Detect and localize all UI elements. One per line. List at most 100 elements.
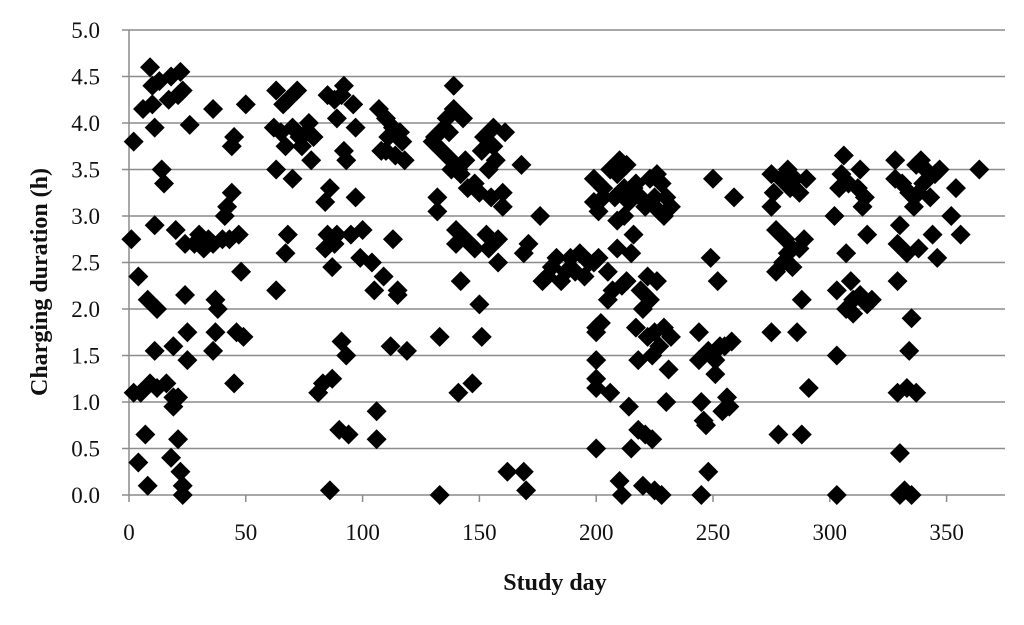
data-point <box>497 461 518 482</box>
data-point <box>266 80 287 101</box>
data-point <box>889 443 910 464</box>
data-point <box>511 154 532 175</box>
data-point <box>854 187 875 208</box>
data-point <box>691 392 712 412</box>
data-point <box>154 173 175 194</box>
data-point <box>147 299 168 319</box>
data-point <box>469 294 490 315</box>
data-point <box>530 206 551 226</box>
data-point <box>600 382 621 403</box>
data-point <box>719 396 740 417</box>
data-point <box>833 145 854 166</box>
data-point <box>345 187 366 208</box>
data-point <box>761 196 782 217</box>
data-point <box>322 368 343 389</box>
x-tick-label: 50 <box>234 520 257 545</box>
data-point <box>597 261 618 282</box>
data-point <box>658 359 679 380</box>
data-point <box>649 336 670 357</box>
data-point <box>639 289 660 310</box>
data-point <box>920 187 941 208</box>
data-point <box>945 178 966 199</box>
x-tick-label: 300 <box>813 520 848 545</box>
data-point <box>168 387 189 408</box>
data-point <box>336 150 357 171</box>
data-point <box>518 233 539 254</box>
data-point <box>382 229 403 250</box>
data-point <box>724 187 745 208</box>
data-point <box>906 382 927 403</box>
data-point <box>322 257 343 278</box>
data-point <box>303 126 324 147</box>
y-tick-label: 0.5 <box>71 437 100 462</box>
data-point <box>850 159 871 180</box>
data-point <box>789 182 810 203</box>
data-point <box>392 131 413 152</box>
data-point <box>128 266 149 287</box>
data-point <box>387 285 408 306</box>
data-point <box>927 247 948 268</box>
data-point <box>763 182 784 203</box>
data-point <box>492 182 513 203</box>
data-point <box>135 424 156 445</box>
data-point <box>621 438 642 459</box>
y-tick-label: 5.0 <box>71 18 100 43</box>
data-point <box>170 61 191 82</box>
data-point <box>121 229 142 250</box>
data-point <box>429 485 450 505</box>
data-point <box>642 429 663 450</box>
data-point <box>233 326 254 347</box>
data-point <box>656 392 677 412</box>
data-point <box>221 182 242 203</box>
y-tick-labels: 0.0 0.5 1.0 1.5 2.0 2.5 3.0 3.5 4.0 4.5 5.0 <box>71 18 100 508</box>
data-point <box>361 252 382 273</box>
data-point <box>768 424 789 445</box>
data-point <box>703 168 723 189</box>
data-point <box>144 215 165 236</box>
data-point <box>394 150 415 171</box>
data-point <box>721 331 742 352</box>
data-point <box>429 326 450 347</box>
data-point <box>485 150 506 171</box>
data-point <box>889 215 910 236</box>
data-point <box>207 299 228 319</box>
data-point <box>380 336 401 357</box>
data-point <box>826 280 847 301</box>
data-point <box>319 178 340 199</box>
data-point <box>660 196 681 217</box>
data-point <box>826 485 847 505</box>
x-tick-label: 250 <box>696 520 731 545</box>
data-point <box>826 345 847 366</box>
data-point <box>922 224 943 245</box>
data-point <box>319 480 340 501</box>
data-point <box>144 340 165 361</box>
data-point <box>140 57 161 78</box>
y-tick-label: 2.5 <box>71 251 100 276</box>
data-point <box>326 108 347 129</box>
y-axis-title: Charging duration (h) <box>27 168 53 396</box>
data-point <box>513 461 534 482</box>
data-point <box>887 271 908 292</box>
data-point <box>791 289 812 310</box>
data-point <box>151 159 172 180</box>
data-point <box>177 350 198 371</box>
data-point <box>462 373 483 394</box>
data-point <box>161 447 182 468</box>
data-point <box>224 373 245 394</box>
data-point <box>836 243 857 264</box>
data-point <box>843 303 864 324</box>
y-tick-label: 3.0 <box>71 204 100 229</box>
data-point <box>277 224 298 245</box>
data-point <box>618 396 639 417</box>
data-point <box>646 271 667 292</box>
data-point <box>899 340 920 361</box>
x-tick-labels: 0 50 100 150 200 250 300 350 <box>123 520 964 545</box>
data-point <box>688 322 709 343</box>
data-point <box>137 475 158 496</box>
x-tick-label: 150 <box>462 520 497 545</box>
data-point <box>593 187 614 208</box>
data-point <box>586 350 607 371</box>
data-point <box>623 224 644 245</box>
data-point <box>611 485 632 505</box>
data-point <box>950 224 971 245</box>
